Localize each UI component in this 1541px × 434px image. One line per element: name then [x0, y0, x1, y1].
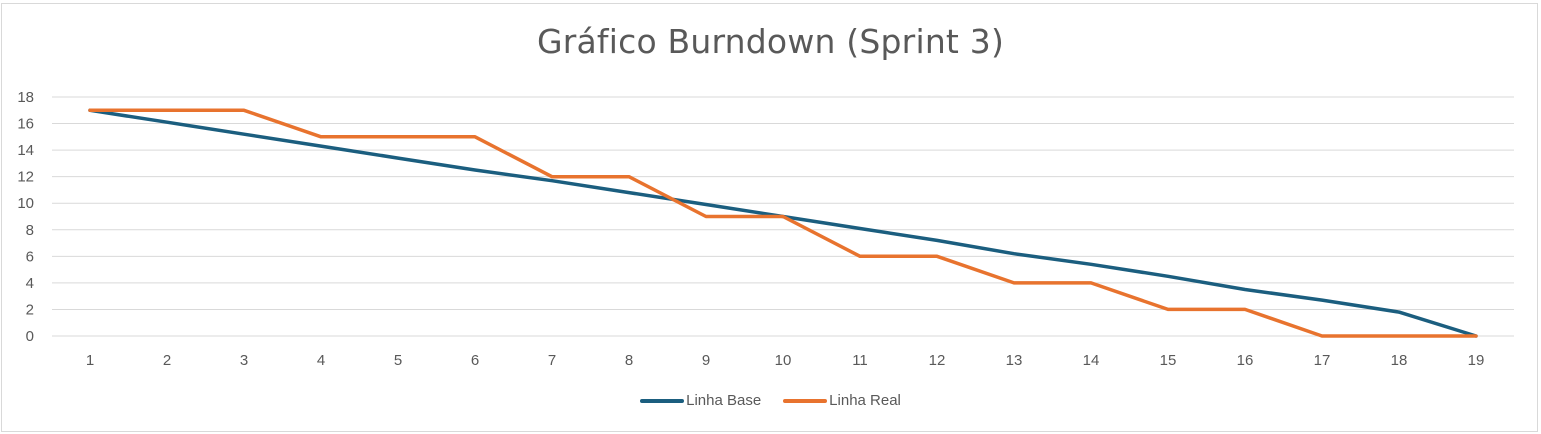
series-line-linha-real [88, 108, 1478, 338]
series-lines [88, 108, 1478, 338]
legend-swatch-linha-base [640, 398, 685, 403]
x-tick-label: 4 [317, 352, 325, 369]
legend-label-linha-base: Linha Base [686, 392, 762, 409]
y-tick-label: 4 [26, 275, 34, 292]
y-tick-label: 0 [26, 328, 34, 345]
y-tick-label: 14 [17, 142, 34, 159]
series-line-linha-base [88, 108, 1478, 338]
y-tick-label: 10 [17, 195, 34, 212]
x-tick-label: 5 [394, 352, 402, 369]
x-tick-label: 16 [1237, 352, 1254, 369]
y-tick-label: 6 [26, 248, 34, 265]
legend-item-linha-real: Linha Real [783, 392, 901, 409]
x-tick-label: 3 [240, 352, 248, 369]
legend-swatch-linha-real [783, 398, 828, 403]
y-tick-label: 16 [17, 116, 34, 133]
y-tick-label: 2 [26, 301, 34, 318]
x-tick-label: 11 [852, 352, 868, 369]
y-tick-label: 18 [17, 89, 34, 106]
x-tick-label: 14 [1083, 352, 1100, 369]
x-tick-label: 9 [702, 352, 710, 369]
y-axis-ticks: 0 2 4 6 8 10 12 14 16 18 [17, 89, 34, 345]
x-tick-label: 6 [471, 352, 479, 369]
gridlines [52, 96, 1514, 337]
x-tick-label: 8 [625, 352, 633, 369]
x-tick-label: 12 [929, 352, 946, 369]
x-axis-ticks: 1 2 3 4 5 6 7 8 9 10 11 12 13 14 15 16 17 18 19 [86, 352, 1485, 369]
y-tick-label: 8 [26, 222, 34, 239]
x-tick-label: 15 [1160, 352, 1177, 369]
x-tick-label: 13 [1006, 352, 1023, 369]
x-tick-label: 2 [163, 352, 171, 369]
chart-title: Gráfico Burndown (Sprint 3) [536, 22, 1005, 61]
x-tick-label: 7 [548, 352, 556, 369]
x-tick-label: 17 [1314, 352, 1331, 369]
x-tick-label: 19 [1468, 352, 1485, 369]
legend-label-linha-real: Linha Real [829, 392, 901, 409]
x-tick-label: 1 [86, 352, 94, 369]
x-tick-label: 10 [775, 352, 792, 369]
x-tick-label: 18 [1391, 352, 1408, 369]
legend-item-linha-base: Linha Base [640, 392, 761, 409]
legend: Linha Base Linha Real [0, 392, 1541, 409]
y-tick-label: 12 [17, 169, 34, 186]
